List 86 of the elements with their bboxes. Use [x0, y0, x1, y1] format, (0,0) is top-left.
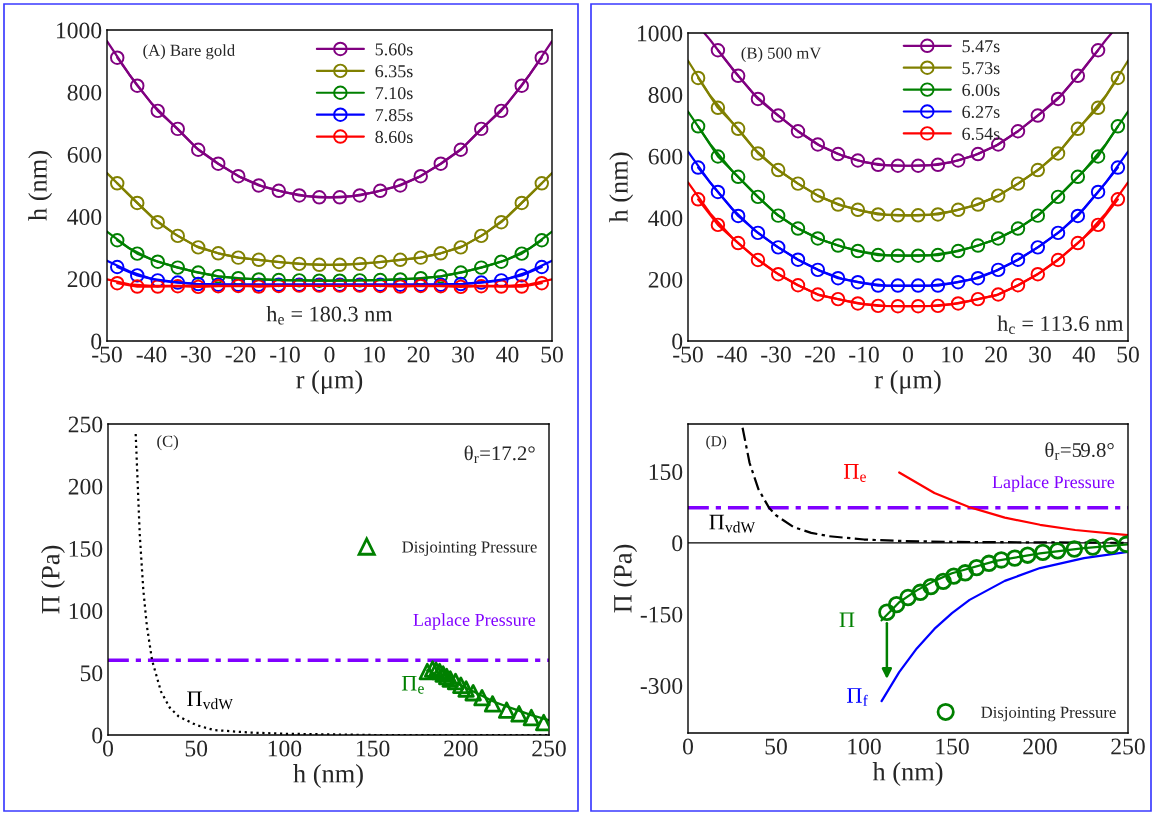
x-tick-label: 20: [407, 346, 430, 363]
y-tick-label: 100: [69, 603, 103, 620]
y-tick-label: 0: [92, 727, 103, 744]
legend-label: 5.60s: [375, 43, 413, 56]
x-tick-label: 30: [1029, 346, 1051, 363]
annotation: h$_{c}$ = 113.6 nm: [997, 315, 1124, 335]
y-tick-label: 800: [67, 84, 102, 101]
legend-label: Disjointing Pressure: [402, 541, 537, 557]
x-tick-label: 100: [848, 738, 881, 755]
x-tick-label: 40: [496, 346, 519, 363]
x-tick-label: 50: [1117, 346, 1139, 363]
series-label: Π$_{vdW}$: [187, 691, 233, 710]
legend-label: 6.27s: [962, 105, 1000, 119]
legend-label: Disjointing Pressure: [981, 706, 1116, 722]
x-tick-label: 250: [532, 740, 566, 757]
y-axis-title: Π (Pa): [613, 544, 638, 613]
legend-label: 7.85s: [375, 108, 413, 122]
legend-label: 8.60s: [375, 130, 413, 144]
y-tick-label: -300: [640, 677, 683, 694]
x-tick-label: -20: [805, 346, 835, 363]
x-tick-label: -30: [181, 346, 211, 363]
x-tick-label: 20: [985, 346, 1007, 363]
legend-label: 6.00s: [962, 83, 1000, 97]
y-tick-label: 0: [672, 535, 683, 552]
y-tick-label: 1000: [56, 22, 102, 39]
y-tick-label: 200: [68, 478, 103, 495]
annotation: h$_{e}$ = 180.3 nm: [266, 305, 393, 325]
x-tick-label: -40: [136, 346, 167, 363]
y-tick-label: -150: [640, 606, 683, 623]
x-tick-label: 40: [1072, 346, 1095, 363]
x-tick-label: 250: [1111, 738, 1145, 755]
y-tick-label: 200: [67, 271, 102, 288]
legend-label: 5.47s: [962, 40, 1000, 53]
x-tick-label: 30: [452, 346, 474, 363]
annotation: (C): [157, 435, 178, 451]
annotation: (D): [706, 435, 727, 450]
x-tick-label: -30: [761, 346, 791, 363]
x-tick-label: -10: [849, 346, 879, 363]
x-tick-label: 200: [1023, 738, 1057, 755]
x-tick-label: 10: [364, 346, 385, 363]
x-tick-label: 200: [444, 740, 478, 757]
x-tick-label: -10: [270, 346, 300, 363]
y-tick-label: 200: [648, 271, 683, 288]
x-axis-title: r (μm): [296, 370, 363, 395]
y-axis-title: Π (Pa): [41, 545, 65, 614]
y-tick-label: 400: [648, 210, 683, 227]
y-axis-title: h (nm): [609, 152, 634, 223]
x-axis-title: h (nm): [293, 764, 363, 788]
x-tick-label: 50: [765, 738, 787, 755]
series-label: Π: [839, 612, 855, 628]
x-tick-label: -20: [225, 346, 256, 363]
annotation: θ$_{r}$=59.8°: [1045, 442, 1114, 460]
x-tick-label: 0: [324, 346, 335, 363]
x-axis-title: h (nm): [872, 762, 943, 786]
series-label: Π$_{vdW}$: [709, 514, 756, 533]
legend-label: 6.54s: [962, 127, 1000, 140]
y-tick-label: 600: [648, 148, 683, 165]
x-tick-label: 10: [942, 346, 963, 363]
series-label: Π$_{f}$: [847, 688, 868, 706]
y-tick-label: 150: [649, 464, 683, 480]
x-tick-label: 50: [185, 740, 208, 757]
x-tick-label: 150: [936, 738, 969, 755]
annotation: (A) Bare gold: [143, 44, 235, 60]
annotation: θ$_{r}$=17.2°: [464, 445, 535, 463]
y-tick-label: 1000: [637, 25, 683, 42]
ref-line-label: Laplace Pressure: [992, 475, 1115, 492]
y-tick-label: 150: [69, 540, 103, 557]
legend-label: 6.35s: [375, 65, 413, 78]
series-label: Π$_{e}$: [843, 464, 866, 482]
legend-label: 5.73s: [962, 62, 1000, 75]
y-tick-label: 600: [67, 146, 102, 163]
legend-label: 7.10s: [375, 87, 413, 100]
x-tick-label: 50: [541, 346, 563, 363]
ref-line-label: Laplace Pressure: [413, 613, 536, 630]
y-tick-label: 250: [68, 416, 103, 433]
x-tick-label: 150: [356, 740, 390, 757]
x-tick-label: 0: [903, 346, 913, 363]
annotation: (B) 500 mV: [741, 47, 822, 63]
y-tick-label: 50: [80, 665, 103, 682]
y-axis-title: h (nm): [28, 151, 53, 221]
x-tick-label: -40: [717, 346, 747, 363]
series-label: Π$_{e}$: [401, 675, 424, 694]
y-tick-label: 800: [648, 87, 683, 104]
x-axis-title: r (μm): [874, 370, 941, 395]
x-tick-label: 100: [268, 740, 302, 757]
y-tick-label: 400: [67, 209, 102, 226]
